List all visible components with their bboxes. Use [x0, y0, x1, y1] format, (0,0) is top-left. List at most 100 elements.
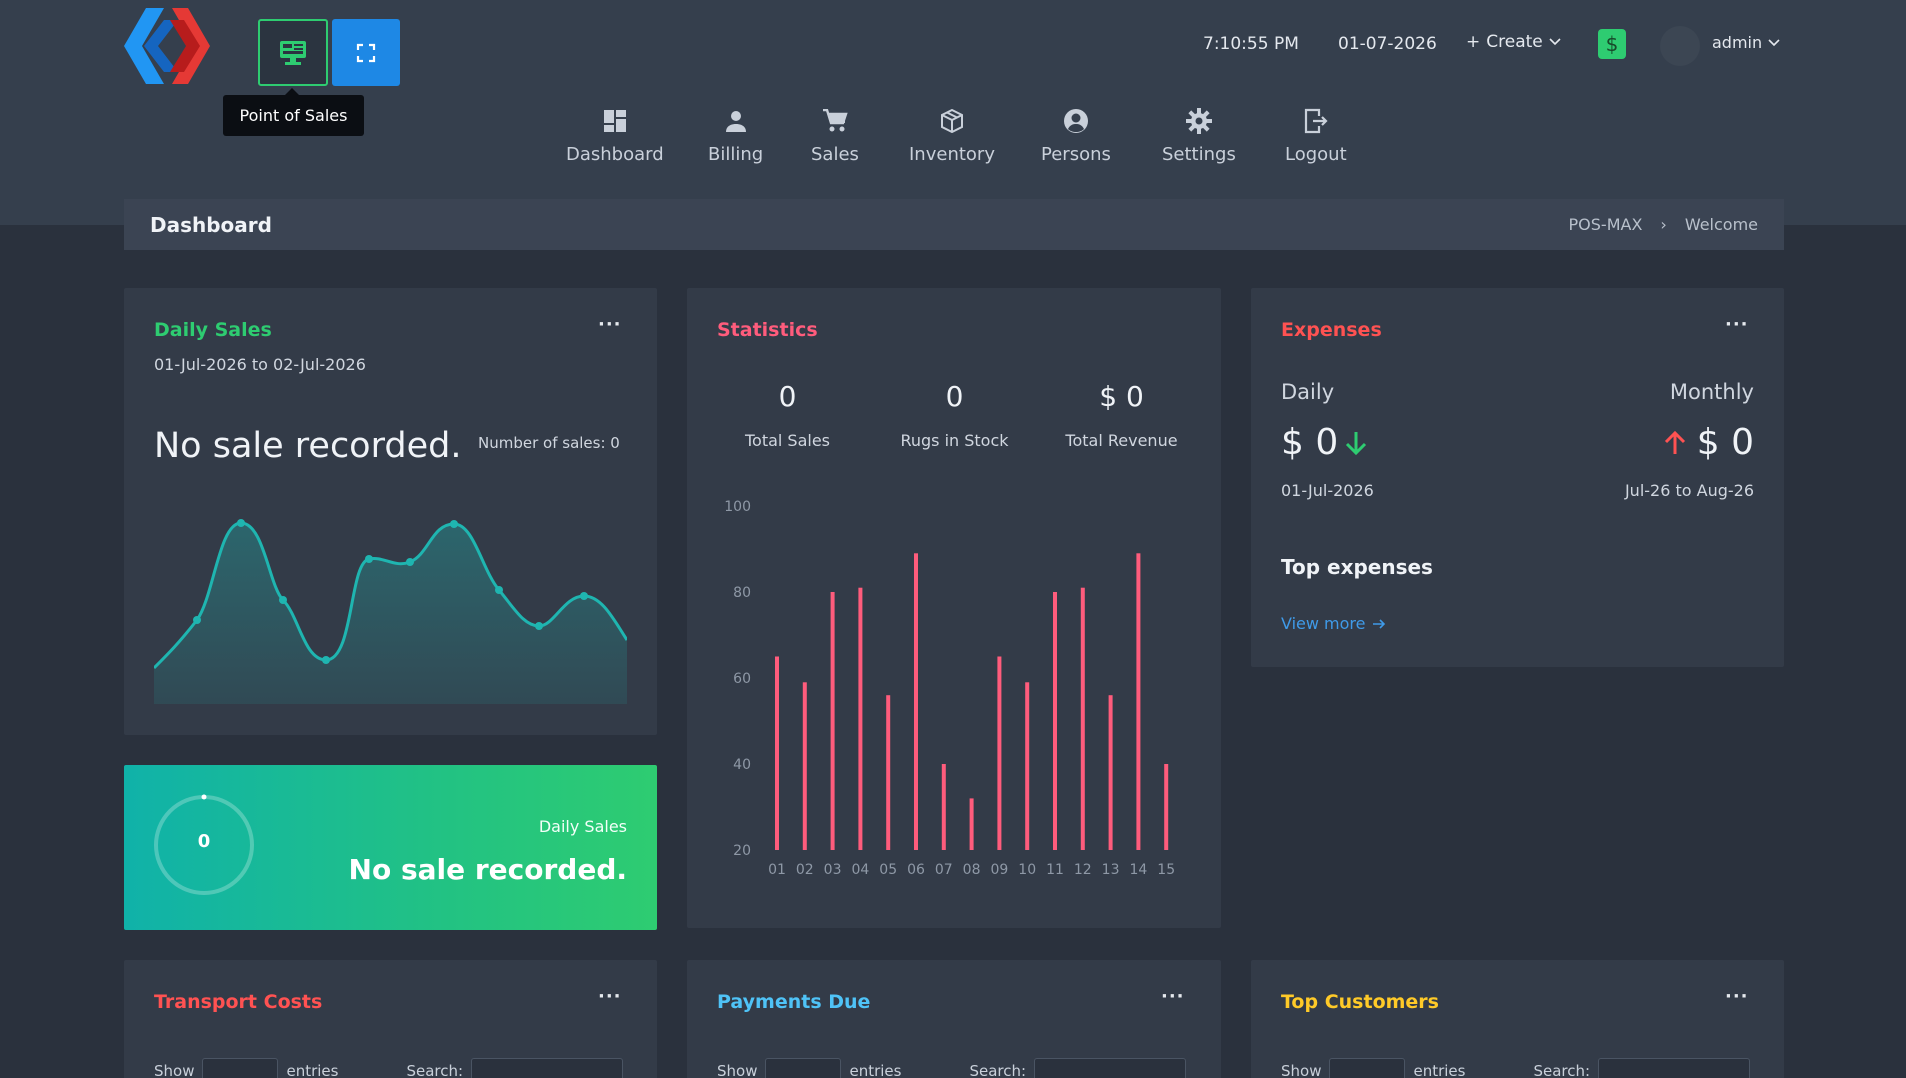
- more-options-icon[interactable]: ···: [1725, 314, 1749, 335]
- kpi-value: 0: [945, 380, 964, 413]
- kpi-label: Total Revenue: [1065, 431, 1178, 450]
- ring-value: 0: [197, 831, 211, 852]
- kpi-rugs-in-stock: 0 Rugs in Stock: [871, 380, 1038, 450]
- kpi-total-sales: 0 Total Sales: [704, 380, 871, 450]
- page-size-select[interactable]: [765, 1058, 842, 1078]
- y-tick-label: 60: [733, 671, 751, 687]
- page-size-select[interactable]: [202, 1058, 279, 1078]
- x-tick-label: 08: [963, 862, 981, 878]
- card-title: Expenses: [1281, 319, 1382, 341]
- user-name: admin: [1712, 33, 1763, 52]
- payments-table-controls: Show entries Search:: [717, 1058, 1187, 1078]
- create-menu[interactable]: + Create: [1466, 32, 1561, 52]
- chart-bar: [775, 656, 779, 850]
- transport-table-controls: Show entries Search:: [154, 1058, 624, 1078]
- nav-inventory[interactable]: Inventory: [909, 104, 995, 165]
- more-options-icon[interactable]: ···: [1725, 986, 1749, 1007]
- point-of-sales-button[interactable]: [258, 19, 328, 86]
- daily-sales-card: Daily Sales ··· 01-Jul-2026 to 02-Jul-20…: [124, 288, 657, 735]
- chart-bar: [1108, 695, 1113, 850]
- x-tick-label: 09: [990, 862, 1008, 878]
- logout-icon: [1304, 108, 1328, 134]
- current-date: 01-07-2026: [1338, 34, 1437, 54]
- x-tick-label: 13: [1102, 862, 1120, 878]
- page-size-select[interactable]: [1329, 1058, 1406, 1078]
- account-circle-icon: [1063, 109, 1088, 133]
- daily-sales-banner: 0 Daily Sales No sale recorded.: [124, 765, 657, 930]
- dashboard-icon: [603, 110, 626, 132]
- box-icon: [940, 109, 963, 133]
- more-options-icon[interactable]: ···: [598, 314, 622, 335]
- x-tick-label: 05: [879, 862, 897, 878]
- nav-billing[interactable]: Billing: [708, 104, 763, 165]
- chart-bar: [1136, 553, 1141, 850]
- sales-count: Number of sales: 0: [478, 434, 620, 452]
- chart-bar: [1025, 682, 1030, 850]
- card-title: Payments Due: [717, 991, 871, 1013]
- kpi-total-revenue: $ 0 Total Revenue: [1038, 380, 1205, 450]
- breadcrumb: Dashboard POS-MAX › Welcome: [124, 199, 1784, 250]
- chart-bar: [1053, 592, 1057, 850]
- y-tick-label: 20: [733, 843, 751, 859]
- x-tick-label: 07: [935, 862, 953, 878]
- show-label: Show: [1281, 1062, 1322, 1078]
- nav-label: Persons: [1041, 144, 1111, 165]
- create-label: Create: [1486, 32, 1543, 52]
- plus-icon: +: [1466, 32, 1481, 52]
- search-label: Search:: [1533, 1062, 1591, 1078]
- breadcrumb-current: Welcome: [1684, 215, 1758, 234]
- statistics-card: Statistics 0 Total Sales 0 Rugs in Stock…: [687, 288, 1221, 928]
- nav-sales[interactable]: Sales: [811, 104, 859, 165]
- card-title: Top Customers: [1281, 991, 1439, 1013]
- card-title: Transport Costs: [154, 991, 323, 1013]
- expenses-card: Expenses ··· Daily Monthly $ 0 $ 0 01-Ju…: [1251, 288, 1784, 667]
- chevron-down-icon: [1549, 38, 1561, 46]
- nav-persons[interactable]: Persons: [1041, 104, 1111, 165]
- arrow-right-icon: [1372, 618, 1385, 629]
- x-tick-label: 14: [1129, 862, 1147, 878]
- user-menu[interactable]: admin: [1712, 33, 1780, 52]
- person-icon: [725, 111, 746, 132]
- search-input[interactable]: [471, 1058, 624, 1078]
- progress-ring: [154, 794, 254, 895]
- entries-label: entries: [849, 1062, 902, 1078]
- banner-label: Daily Sales: [538, 817, 627, 836]
- view-more-link[interactable]: View more: [1281, 614, 1386, 633]
- card-title: Statistics: [717, 319, 818, 341]
- chart-bar: [969, 798, 974, 850]
- card-title: Daily Sales: [154, 319, 272, 341]
- chevron-right-icon: ›: [1660, 215, 1667, 234]
- monthly-label: Monthly: [1669, 380, 1754, 404]
- daily-expense-value: $ 0: [1281, 422, 1339, 463]
- monthly-range: Jul-26 to Aug-26: [1624, 481, 1754, 500]
- y-tick-label: 100: [724, 499, 751, 515]
- search-label: Search:: [406, 1062, 464, 1078]
- chart-bar: [1164, 764, 1169, 850]
- app-logo[interactable]: [124, 8, 210, 84]
- x-tick-label: 12: [1074, 862, 1092, 878]
- x-tick-label: 01: [768, 862, 786, 878]
- nav-label: Billing: [708, 144, 764, 165]
- more-options-icon[interactable]: ···: [1161, 986, 1185, 1007]
- chevron-down-icon: [1768, 38, 1780, 46]
- chart-bar: [886, 695, 891, 850]
- nav-logout[interactable]: Logout: [1285, 104, 1347, 165]
- fullscreen-icon: [356, 43, 376, 62]
- arrow-down-icon: [1346, 431, 1367, 455]
- search-input[interactable]: [1598, 1058, 1751, 1078]
- show-label: Show: [154, 1062, 195, 1078]
- no-sale-message: No sale recorded.: [154, 426, 462, 466]
- x-tick-label: 15: [1157, 862, 1175, 878]
- nav-settings[interactable]: Settings: [1162, 104, 1236, 165]
- breadcrumb-root[interactable]: POS-MAX: [1568, 215, 1643, 234]
- nav-label: Logout: [1285, 144, 1347, 165]
- fullscreen-button[interactable]: [332, 19, 400, 86]
- nav-dashboard[interactable]: Dashboard: [566, 104, 664, 165]
- more-options-icon[interactable]: ···: [598, 986, 622, 1007]
- daily-date: 01-Jul-2026: [1281, 481, 1374, 500]
- avatar[interactable]: [1660, 26, 1700, 66]
- nav-label: Inventory: [909, 144, 995, 165]
- search-input[interactable]: [1034, 1058, 1187, 1078]
- cash-register-button[interactable]: $: [1598, 29, 1626, 59]
- kpi-label: Total Sales: [744, 431, 831, 450]
